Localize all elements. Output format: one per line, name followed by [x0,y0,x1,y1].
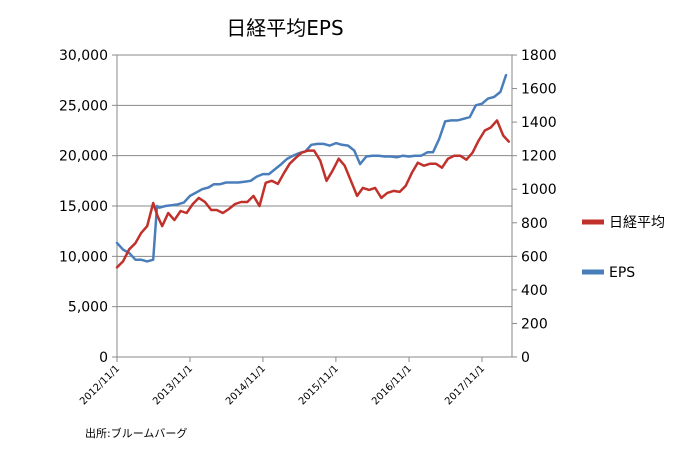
x-tick-label: 2013/11/1 [151,363,195,407]
left-tick-label: 5,000 [68,300,108,316]
gridlines [117,54,512,358]
right-tick-label: 800 [521,216,548,232]
right-tick-label: 1000 [521,182,557,198]
legend-label-nikkei: 日経平均 [609,215,665,231]
series-lines [115,73,511,269]
series-line-eps [115,73,508,263]
right-tick-label: 1800 [521,48,557,64]
right-tick-label: 1400 [521,115,557,131]
legend-label-eps: EPS [609,265,635,281]
right-tick-label: 200 [521,316,548,332]
right-tick-label: 1600 [521,82,557,98]
right-tick-label: 1200 [521,149,557,165]
left-tick-label: 15,000 [59,199,108,215]
left-axis-ticks: 30,000 25,000 20,000 15,000 10,000 5,000 0 [59,48,117,366]
series-line-nikkei [115,119,511,269]
left-tick-label: 25,000 [59,98,108,114]
chart-title: 日経平均EPS [226,16,343,40]
left-tick-label: 0 [99,350,108,366]
x-tick-label: 2012/11/1 [78,363,122,407]
x-tick-label: 2014/11/1 [224,363,268,407]
x-tick-label: 2017/11/1 [443,363,487,407]
left-tick-label: 30,000 [59,48,108,64]
x-tick-label: 2016/11/1 [370,363,414,407]
legend: 日経平均 EPS [582,215,665,281]
source-note: 出所:ブルームバーグ [85,426,187,440]
left-tick-label: 20,000 [59,149,108,165]
right-tick-label: 0 [521,350,530,366]
x-axis-ticks: 2012/11/1 2013/11/1 2014/11/1 2015/11/1 2016… [78,357,487,407]
right-tick-label: 400 [521,283,548,299]
left-tick-label: 10,000 [59,249,108,265]
right-tick-label: 600 [521,249,548,265]
right-axis-ticks: 1800 1600 1400 1200 1000 800 600 400 200 0 [512,48,557,366]
x-tick-label: 2015/11/1 [297,363,341,407]
